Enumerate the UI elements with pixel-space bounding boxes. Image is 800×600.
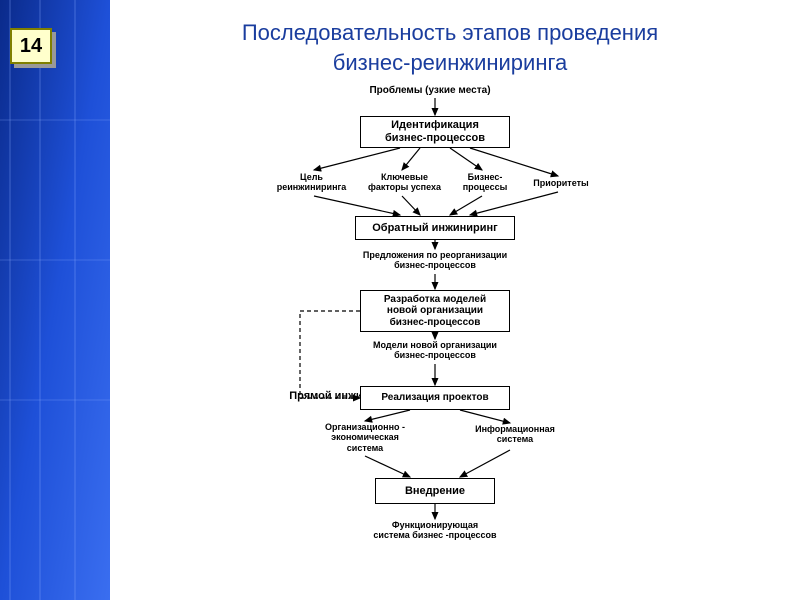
flowchart-label-n6: Модели новой организациибизнес-процессов xyxy=(345,340,525,364)
flowchart-label-n2c: Бизнес-процессы xyxy=(450,172,520,196)
slide-number-badge: 14 xyxy=(10,28,52,64)
flowchart-label-n2d: Приоритеты xyxy=(521,178,601,190)
flowchart-label-n2b: Ключевыефакторы успеха xyxy=(357,172,452,196)
flowchart-label-n8a: Организационно -экономическаясистема xyxy=(310,422,420,456)
flowchart-box-n3: Обратный инжиниринг xyxy=(355,216,515,240)
left-decorative-stripe xyxy=(0,0,110,600)
flowchart-label-n10: Функционирующаясистема бизнес -процессов xyxy=(340,520,530,544)
flowchart-box-n9: Внедрение xyxy=(375,478,495,504)
slide-title-line1: Последовательность этапов проведения xyxy=(170,20,730,46)
flowchart-box-n1: Идентификациябизнес-процессов xyxy=(360,116,510,148)
flowchart-label-n0: Проблемы (узкие места) xyxy=(330,85,530,99)
flowchart-label-n4: Предложения по реорганизациибизнес-проце… xyxy=(335,250,535,274)
slide-title-line2: бизнес-реинжиниринга xyxy=(170,50,730,76)
flowchart-label-n2a: Цельреинжиниринга xyxy=(264,172,359,196)
flowchart-label-n8b: Информационнаясистема xyxy=(460,424,570,448)
slide-number: 14 xyxy=(20,35,42,58)
flowchart-box-n5: Разработка моделейновой организациибизне… xyxy=(360,290,510,332)
flowchart-box-n7: Реализация проектов xyxy=(360,386,510,410)
